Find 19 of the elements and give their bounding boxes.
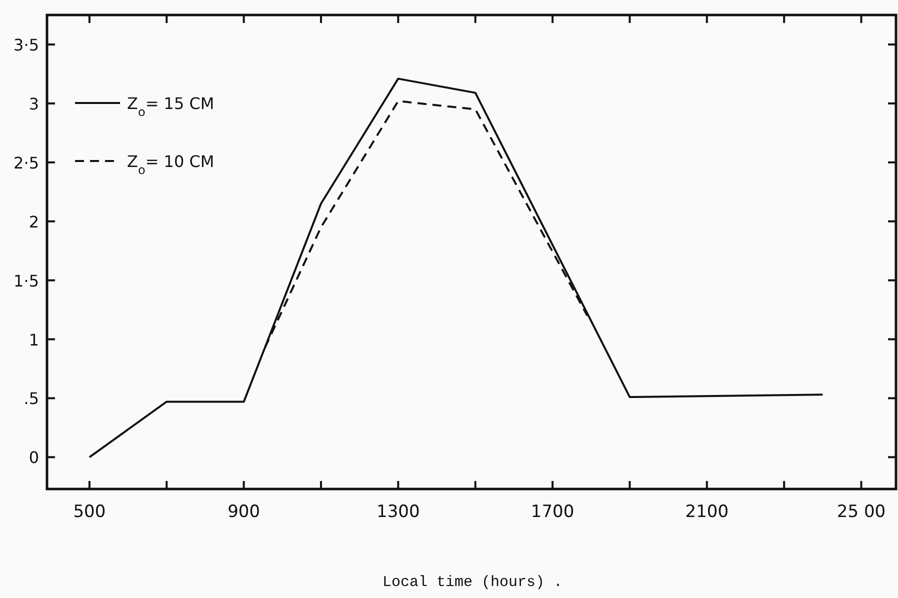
y-tick-label: 2·5 (14, 153, 39, 172)
line-series (264, 100, 588, 349)
x-tick-label: 1300 (376, 502, 420, 522)
legend-label: Z$_{o}$= 10 CM (127, 152, 214, 177)
x-tick-label: 500 (73, 502, 106, 522)
y-tick-label: .5 (24, 389, 39, 408)
x-axis-title: Local time (hours) . (382, 574, 563, 591)
x-tick-label: 900 (228, 502, 260, 522)
line-series (88, 78, 824, 458)
y-tick-label: 0 (28, 448, 39, 468)
y-tick-label: 3 (28, 94, 39, 114)
y-tick-label: 1 (28, 330, 39, 350)
y-tick-label: 3·5 (14, 35, 39, 54)
x-tick-label: 2100 (685, 502, 729, 522)
y-tick-label: 1·5 (14, 271, 39, 290)
x-tick-label: 1700 (530, 502, 574, 522)
legend-label: Z$_{o}$= 15 CM (127, 94, 214, 119)
x-tick-label: 25 00 (836, 502, 886, 522)
y-tick-label: 2 (28, 212, 39, 232)
